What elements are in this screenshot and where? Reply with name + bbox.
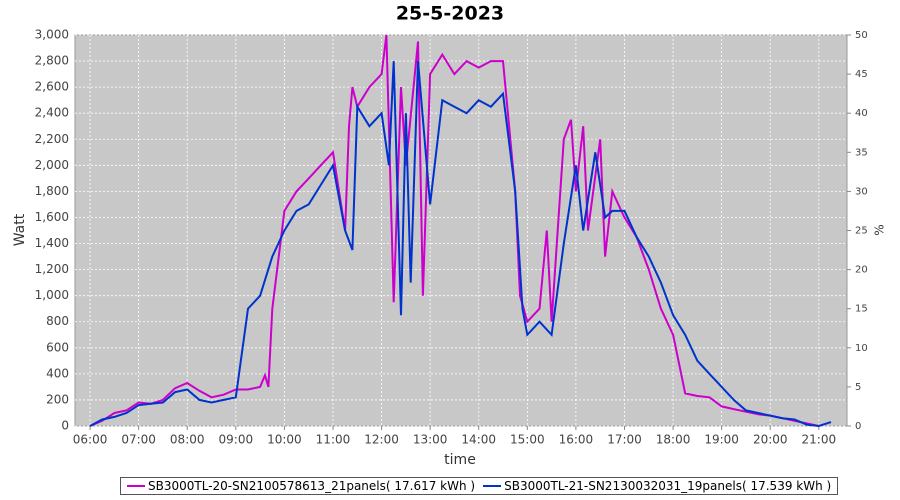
x-tick-label: 17:00 <box>607 433 642 447</box>
x-tick-label: 13:00 <box>413 433 448 447</box>
y2-tick-label: 40 <box>855 108 868 119</box>
x-tick-label: 21:00 <box>802 433 837 447</box>
series-line <box>89 61 832 428</box>
y-tick-label: 2,200 <box>35 132 69 146</box>
y-tick-label: 2,800 <box>35 54 69 68</box>
y-tick-label: 1,200 <box>35 262 69 276</box>
x-tick-label: 06:00 <box>73 433 108 447</box>
y2-tick-label: 45 <box>855 69 868 80</box>
y-tick-label: 200 <box>46 392 69 406</box>
x-tick-label: 19:00 <box>704 433 739 447</box>
x-tick-label: 15:00 <box>510 433 545 447</box>
x-tick-label: 18:00 <box>656 433 691 447</box>
y-tick-label: 400 <box>46 366 69 380</box>
x-tick-label: 16:00 <box>559 433 594 447</box>
x-tick-label: 20:00 <box>753 433 788 447</box>
y-tick-label: 800 <box>46 314 69 328</box>
legend-label: SB3000TL-21-SN2130032031_19panels( 17.53… <box>504 479 832 493</box>
legend-item: SB3000TL-20-SN2100578613_21panels( 17.61… <box>127 479 475 493</box>
x-tick-label: 12:00 <box>364 433 399 447</box>
y2-tick-label: 10 <box>855 343 868 354</box>
x-tick-label: 14:00 <box>461 433 496 447</box>
y2-tick-label: 15 <box>855 304 868 315</box>
y2-tick-label: 20 <box>855 265 868 276</box>
y-tick-label: 2,400 <box>35 106 69 120</box>
legend-swatch <box>483 485 502 487</box>
y2-tick-label: 50 <box>855 30 868 41</box>
x-tick-label: 09:00 <box>219 433 254 447</box>
y-tick-label: 2,000 <box>35 158 69 172</box>
chart-title: 25-5-2023 <box>396 3 504 25</box>
y2-tick-label: 5 <box>855 382 861 393</box>
series-line <box>89 34 820 427</box>
y-tick-label: 1,800 <box>35 184 69 198</box>
x-tick-label: 07:00 <box>121 433 156 447</box>
y2-tick-label: 30 <box>855 186 868 197</box>
legend-item: SB3000TL-21-SN2130032031_19panels( 17.53… <box>483 479 831 493</box>
x-tick-label: 10:00 <box>267 433 302 447</box>
x-tick-label: 08:00 <box>170 433 205 447</box>
legend-swatch <box>127 485 145 487</box>
plot-area <box>74 34 848 427</box>
y-tick-label: 1,400 <box>35 236 69 250</box>
y-tick-label: 600 <box>46 340 69 354</box>
y-tick-label: 1,000 <box>35 288 69 302</box>
y-tick-label: 0 <box>61 419 69 433</box>
legend: SB3000TL-20-SN2100578613_21panels( 17.61… <box>120 477 839 495</box>
x-tick-label: 11:00 <box>316 433 351 447</box>
y2-tick-label: 25 <box>855 226 868 237</box>
x-axis-label: time <box>444 452 476 468</box>
y2-tick-label: 0 <box>855 421 861 432</box>
y2-axis-label: % <box>873 224 887 235</box>
y-tick-label: 2,600 <box>35 80 69 94</box>
y2-tick-label: 35 <box>855 147 868 158</box>
y-tick-label: 1,600 <box>35 210 69 224</box>
y-tick-label: 3,000 <box>35 28 69 42</box>
y-axis-label: Watt <box>12 213 28 246</box>
legend-label: SB3000TL-20-SN2100578613_21panels( 17.61… <box>148 479 476 493</box>
